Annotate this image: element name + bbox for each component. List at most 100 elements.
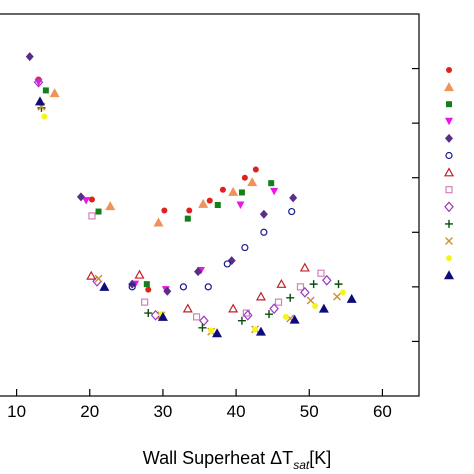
data-point-s0-p5 [206,197,213,204]
data-point-s5-p6 [288,207,296,216]
data-point-s12-p3 [212,328,223,338]
data-point-s12-p5 [289,314,300,324]
series-1-triangle-up [49,88,258,227]
data-point-s1-p2 [153,217,164,227]
data-point-s5-p2 [204,283,212,291]
legend-marker-6 [443,167,455,177]
data-point-s4-p7 [289,193,298,203]
data-point-s10-p7 [333,292,342,301]
data-point-s2-p5 [238,189,245,196]
series-5-circle-open [128,207,296,291]
data-point-s7-p1 [141,298,149,306]
data-point-s11-p2 [208,327,215,334]
data-point-s0-p7 [241,174,248,181]
data-point-s4-p6 [259,209,268,219]
data-point-s0-p3 [161,207,168,214]
data-point-s8-p7 [322,274,332,286]
data-point-s7-p2 [192,313,201,321]
x-axis-title-subscript: sat [293,458,310,472]
data-point-s6-p5 [276,278,287,288]
data-point-s5-p1 [179,283,188,291]
legend-marker-1 [444,82,454,92]
x-tick-label-50: 50 [300,402,319,421]
legend-marker-2 [446,101,452,108]
data-point-s12-p6 [318,303,329,313]
data-point-s9-p3 [237,316,246,325]
data-point-s8-p3 [199,315,209,327]
data-point-s6-p0 [86,270,97,280]
plot-frame [0,13,420,397]
data-point-s11-p4 [282,313,289,320]
data-point-s9-p4 [265,310,274,319]
data-point-s11-p6 [339,289,346,296]
data-point-s11-p0 [41,113,48,120]
data-point-s6-p3 [228,303,239,313]
data-point-s10-p6 [306,296,315,305]
data-point-s12-p2 [157,311,168,321]
data-point-s1-p1 [105,201,116,211]
data-point-s4-p3 [163,286,172,296]
legend-marker-9 [445,219,453,228]
series-8-diamond-open [33,76,332,327]
data-point-s3-p5 [236,201,245,209]
plot-area: 10 20 30 40 50 60 [0,13,420,421]
data-point-s8-p4 [242,309,253,321]
data-point-s8-p2 [150,309,161,321]
data-point-s11-p5 [312,302,319,309]
data-point-s1-p4 [228,186,239,196]
data-point-s8-p5 [269,303,279,315]
data-point-s3-p1 [82,197,91,205]
series-0-circle [35,76,259,293]
data-point-s4-p4 [194,267,203,277]
data-point-s5-p4 [241,243,249,252]
data-point-s12-p1 [99,281,110,291]
legend-marker-7 [445,186,453,194]
data-point-s2-p3 [184,215,191,222]
data-point-s1-p0 [49,88,60,98]
legend-marker-3 [445,117,453,126]
data-point-s0-p6 [219,186,226,193]
data-point-s8-p6 [300,286,310,298]
data-point-s1-p3 [198,198,209,208]
data-point-s7-p0 [88,212,96,220]
data-point-s3-p0 [34,78,43,87]
data-point-s9-p2 [198,323,207,332]
data-point-s1-p5 [247,177,258,187]
x-axis-title-unit: [K] [309,448,331,468]
series-2-square [42,87,275,288]
legend-marker-10 [445,237,453,245]
series-3-triangle-down [34,78,279,294]
legend-marker-4 [445,133,453,143]
data-point-s12-p4 [255,326,266,336]
data-point-s6-p6 [299,262,310,272]
legend-marker-12 [444,270,454,280]
data-point-s8-p0 [33,76,44,88]
data-point-s2-p6 [268,180,275,187]
x-tick-label-60: 60 [373,402,392,421]
data-point-s6-p1 [134,269,145,279]
data-point-s10-p1 [94,274,103,283]
data-point-s4-p1 [76,192,85,202]
x-tick-label-40: 40 [227,402,246,421]
data-point-s2-p0 [42,87,49,94]
x-axis-title: Wall Superheat ΔTsat[K] [143,448,331,472]
data-point-s5-p3 [223,260,231,268]
data-point-s7-p5 [296,283,305,291]
data-point-s3-p6 [270,187,279,196]
data-point-s9-p1 [144,309,153,318]
series-7-square-open [88,212,325,321]
data-point-s6-p4 [255,291,266,301]
legend-marker-5 [445,151,453,160]
data-point-s2-p1 [95,208,102,215]
series-4-diamond [25,52,298,296]
legend-marker-8 [444,201,454,213]
data-point-s4-p0 [25,52,34,62]
data-point-s0-p4 [186,207,193,214]
data-point-s5-p5 [260,228,268,236]
data-point-s12-p0 [34,96,45,106]
data-point-s7-p6 [317,269,325,277]
series-12-triangle-up [34,96,357,338]
data-point-s9-p7 [334,280,343,289]
data-point-s0-p8 [252,166,259,173]
data-point-s6-p2 [182,303,193,313]
